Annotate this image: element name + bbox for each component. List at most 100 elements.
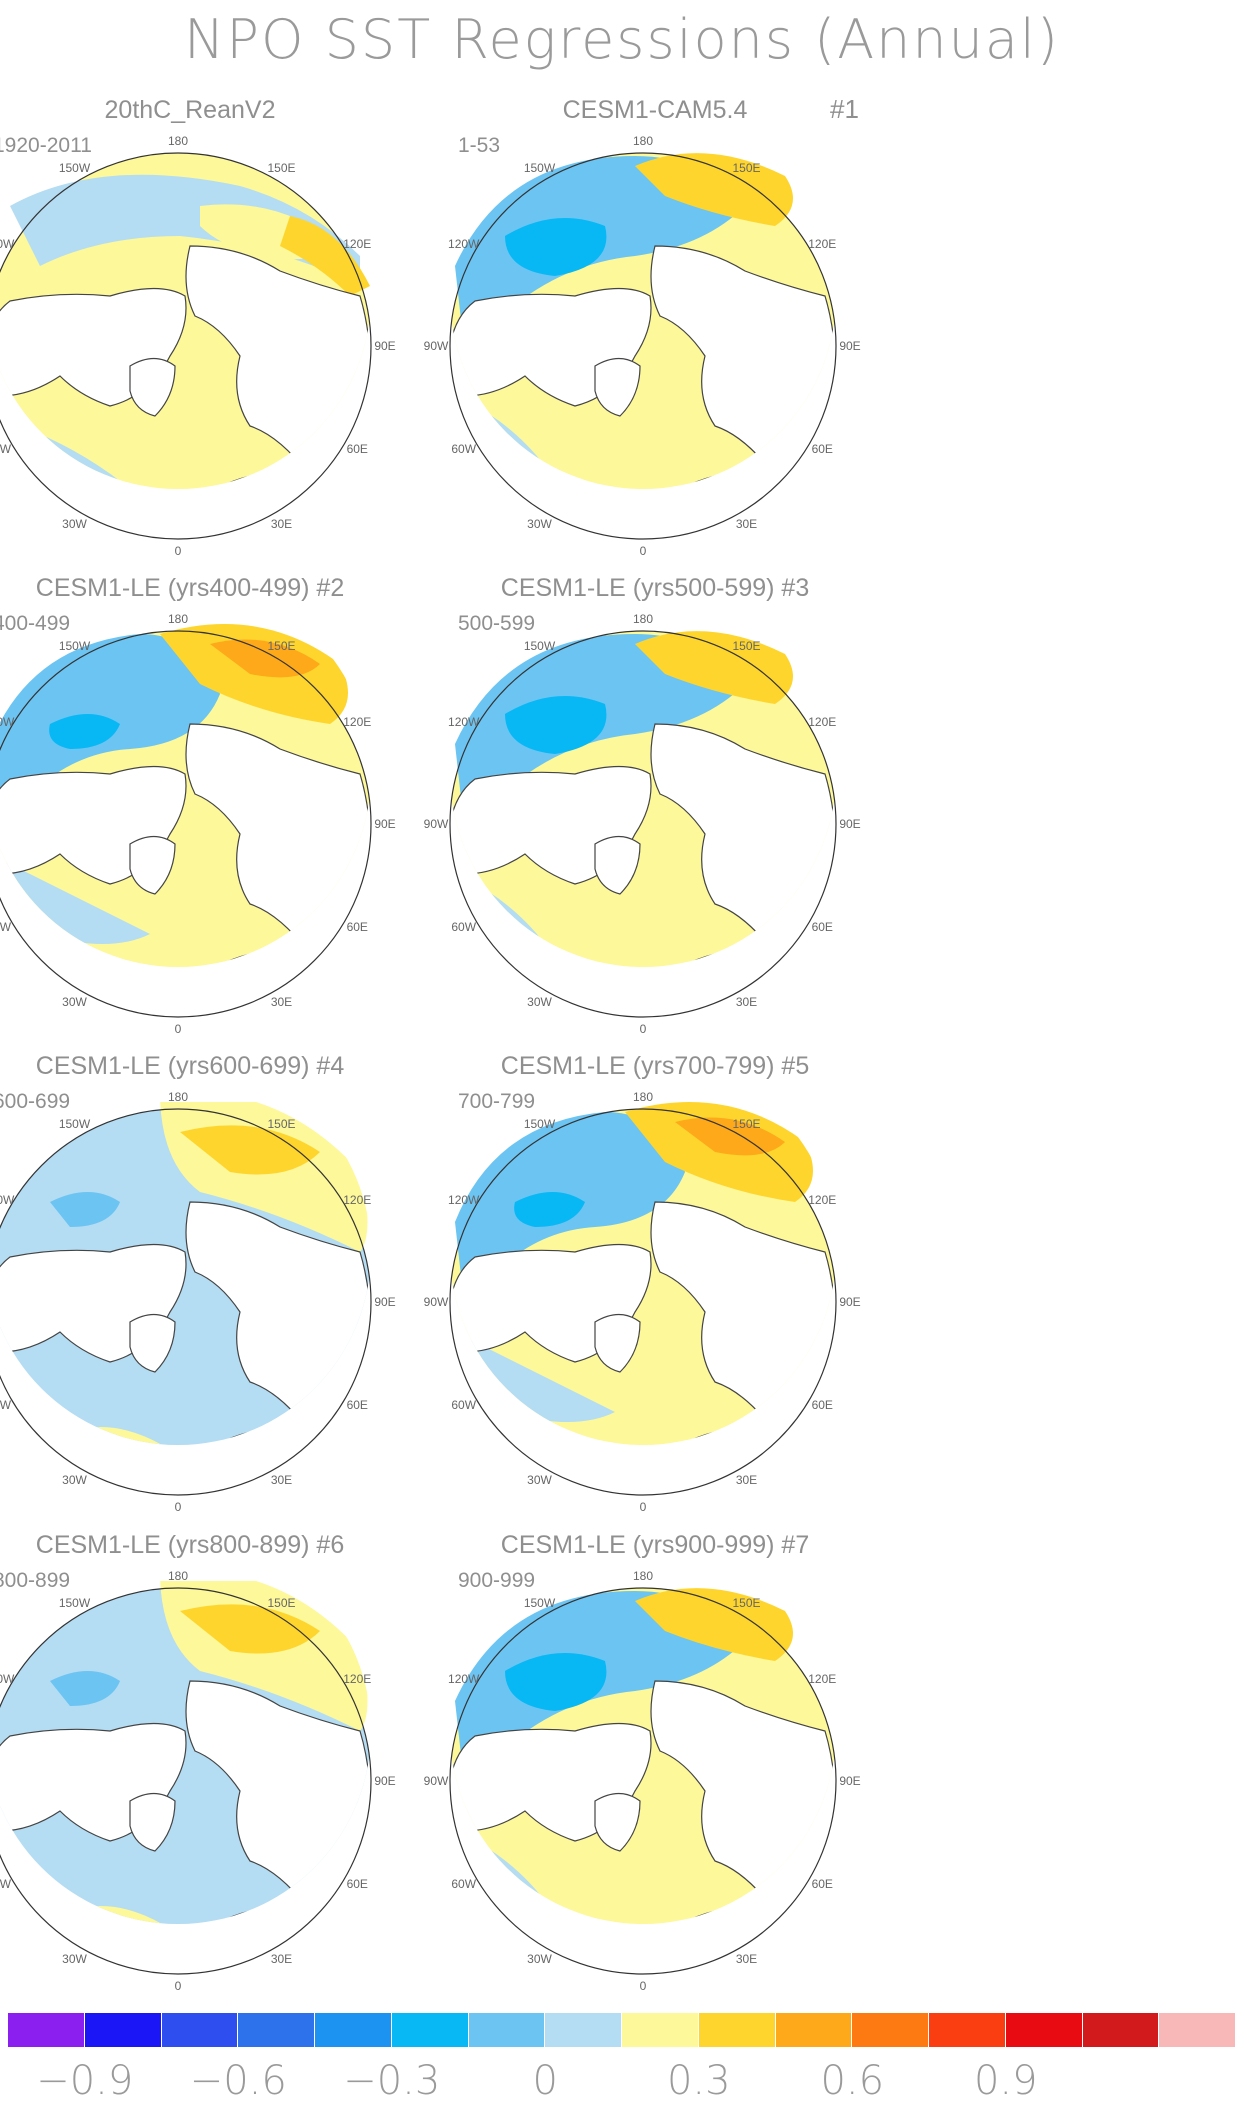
longitude-label: 60W <box>451 1876 477 1891</box>
longitude-label: 180 <box>167 134 189 148</box>
longitude-label: 30E <box>270 994 293 1009</box>
longitude-label: 30W <box>527 1472 552 1487</box>
longitude-label: 180 <box>632 1569 654 1583</box>
longitude-label: 90W <box>423 1295 449 1309</box>
longitude-label: 90W <box>423 1774 449 1788</box>
panel-title: CESM1-LE (yrs400-499) #2 <box>35 574 345 602</box>
longitude-label: 0 <box>639 544 647 558</box>
longitude-label: 150W <box>523 161 556 176</box>
longitude-label: 120E <box>343 714 372 729</box>
longitude-label: 60W <box>0 1397 12 1412</box>
longitude-label: 30E <box>735 516 758 531</box>
longitude-label: 120E <box>808 714 837 729</box>
longitude-label: 150W <box>58 639 91 654</box>
longitude-label: 60W <box>0 919 12 934</box>
colorbar-tick-label: 0.3 <box>666 2058 731 2104</box>
panel-number: #1 <box>830 94 859 124</box>
colorbar-swatch <box>238 2013 315 2047</box>
longitude-label: 60E <box>346 441 368 456</box>
longitude-label: 120W <box>448 714 480 729</box>
longitude-label: 30W <box>62 994 87 1009</box>
colorbar <box>8 2013 1236 2047</box>
longitude-label: 120E <box>808 236 837 251</box>
panel-title: CESM1-LE (yrs700-799) #5 <box>500 1052 810 1080</box>
longitude-label: 0 <box>174 1979 182 1993</box>
polar-map <box>0 624 372 1018</box>
longitude-label: 90E <box>839 339 861 353</box>
longitude-label: 120E <box>343 1671 372 1686</box>
longitude-label: 60E <box>811 1397 833 1412</box>
longitude-label: 180 <box>632 1090 654 1104</box>
longitude-label: 30E <box>270 1951 293 1966</box>
colorbar-tick-label: −0.3 <box>343 2058 441 2104</box>
panel-title: 20thC_ReanV2 <box>104 96 276 124</box>
longitude-label: 60W <box>451 441 477 456</box>
longitude-label: 150E <box>267 1117 296 1132</box>
period-label: 800-899 <box>0 1569 71 1592</box>
colorbar-tick-label: −0.6 <box>189 2058 287 2104</box>
longitude-label: 90E <box>839 1774 861 1788</box>
longitude-label: 30W <box>62 1472 87 1487</box>
colorbar-swatch <box>468 2013 546 2047</box>
polar-map <box>0 1102 372 1496</box>
period-label: 900-999 <box>458 1569 536 1592</box>
longitude-label: 120W <box>448 236 480 251</box>
longitude-label: 60E <box>811 919 833 934</box>
longitude-label: 150W <box>523 1596 556 1611</box>
colorbar-swatch <box>1005 2013 1083 2047</box>
longitude-label: 30W <box>62 1951 87 1966</box>
longitude-label: 150E <box>267 639 296 654</box>
longitude-label: 90E <box>839 817 861 831</box>
longitude-label: 30W <box>62 516 87 531</box>
longitude-label: 150W <box>58 1596 91 1611</box>
colorbar-tick-label: 0.9 <box>973 2058 1038 2104</box>
longitude-label: 0 <box>174 1500 182 1514</box>
longitude-label: 150W <box>58 1117 91 1132</box>
map-panel: CESM1-LE (yrs800-899) #6#6800-899180150E… <box>0 1531 405 2001</box>
longitude-label: 180 <box>632 612 654 626</box>
longitude-label: 60E <box>346 1397 368 1412</box>
longitude-label: 120W <box>0 236 15 251</box>
longitude-label: 60E <box>811 1876 833 1891</box>
map-panel: CESM1-LE (yrs500-599) #3#3500-599180150E… <box>424 574 870 1044</box>
longitude-label: 30W <box>527 994 552 1009</box>
longitude-label: 90W <box>423 339 449 353</box>
longitude-label: 60E <box>346 919 368 934</box>
panel-title: CESM1-LE (yrs500-599) #3 <box>500 574 810 602</box>
period-label: 500-599 <box>458 612 536 635</box>
longitude-label: 30E <box>735 1951 758 1966</box>
colorbar-swatch <box>545 2013 622 2047</box>
longitude-label: 120E <box>808 1671 837 1686</box>
longitude-label: 90E <box>374 339 396 353</box>
colorbar-swatch <box>391 2013 469 2047</box>
longitude-label: 120W <box>0 714 15 729</box>
colorbar-swatch <box>622 2013 699 2047</box>
period-label: 400-499 <box>0 612 71 635</box>
longitude-label: 150W <box>58 161 91 176</box>
period-label: 600-699 <box>0 1090 71 1113</box>
longitude-label: 0 <box>639 1022 647 1036</box>
longitude-label: 150E <box>732 1596 761 1611</box>
map-panel: CESM1-LE (yrs900-999) #7#7900-999180150E… <box>424 1531 870 2001</box>
map-panel: CESM1-CAM5.4 #1 1-53 180 150E 120E 90E 60E 30E 0 3… <box>424 94 870 566</box>
colorbar-swatch <box>698 2013 776 2047</box>
colorbar-tick-label: 0.6 <box>820 2058 885 2104</box>
longitude-label: 60W <box>0 441 12 456</box>
longitude-label: 150E <box>732 1117 761 1132</box>
longitude-label: 120E <box>343 1192 372 1207</box>
longitude-label: 90E <box>374 1774 396 1788</box>
longitude-label: 120W <box>448 1671 480 1686</box>
colorbar-swatch <box>1159 2013 1236 2047</box>
colorbar-swatch <box>852 2013 929 2047</box>
period-label: 1-53 <box>458 134 501 157</box>
longitude-label: 30E <box>270 516 293 531</box>
longitude-label: 150E <box>732 639 761 654</box>
polar-map <box>0 1581 372 1975</box>
colorbar-swatch <box>929 2013 1006 2047</box>
longitude-label: 60W <box>451 1397 477 1412</box>
polar-map <box>449 152 837 540</box>
longitude-label: 30E <box>735 994 758 1009</box>
longitude-label: 180 <box>632 134 654 148</box>
longitude-label: 30W <box>527 516 552 531</box>
longitude-label: 60E <box>346 1876 368 1891</box>
